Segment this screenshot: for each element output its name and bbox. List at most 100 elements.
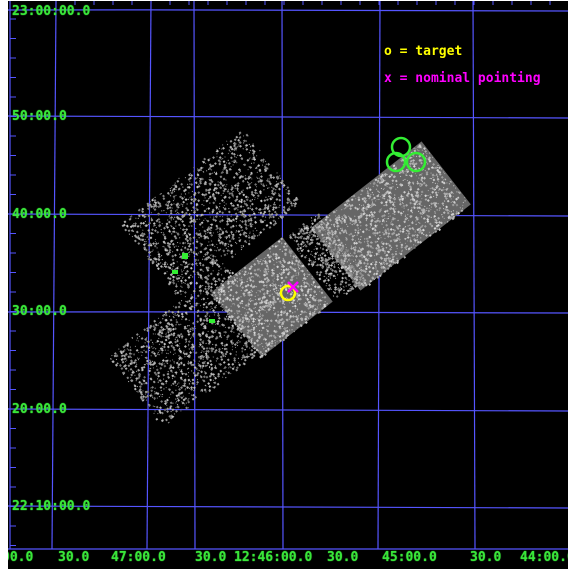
exposure-pixel [407,210,409,212]
exposure-pixel [146,202,150,206]
exposure-pixel [259,191,262,195]
exposure-pixel [415,217,419,221]
exposure-pixel [233,146,235,148]
exposure-pixel [202,306,205,309]
exposure-pixel [198,169,200,171]
exposure-pixel [147,223,150,226]
exposure-pixel [169,369,173,373]
exposure-pixel [253,341,257,345]
exposure-pixel [407,213,409,216]
exposure-pixel [266,286,268,288]
exposure-pixel [392,197,394,200]
exposure-pixel [198,233,202,237]
exposure-pixel [383,242,385,244]
exposure-pixel [187,333,191,336]
exposure-pixel [229,318,233,322]
exposure-pixel [144,220,147,223]
exposure-pixel [172,281,176,285]
exposure-pixel [426,207,428,209]
exposure-pixel [218,278,221,282]
exposure-pixel [196,380,200,384]
exposure-pixel [251,324,254,327]
exposure-pixel [156,247,158,249]
exposure-pixel [242,334,246,338]
exposure-pixel [191,348,195,351]
exposure-pixel [226,338,228,340]
exposure-pixel [186,183,189,185]
exposure-pixel [175,245,177,247]
exposure-pixel [360,236,362,238]
exposure-pixel [308,285,310,287]
exposure-pixel [225,343,229,347]
exposure-pixel [277,317,279,319]
exposure-pixel [154,387,156,389]
exposure-pixel [343,208,345,210]
exposure-pixel [184,317,188,321]
exposure-pixel [229,145,233,149]
exposure-pixel [290,255,292,257]
exposure-pixel [304,293,308,297]
exposure-pixel [429,194,431,196]
exposure-pixel [135,363,138,366]
exposure-pixel [266,300,268,302]
exposure-pixel [214,343,218,347]
exposure-pixel [170,191,174,195]
exposure-pixel [262,161,264,163]
exposure-pixel [264,304,268,308]
exposure-pixel [237,312,239,315]
exposure-pixel [146,390,148,393]
exposure-pixel [230,285,232,287]
exposure-pixel [313,297,315,299]
exposure-pixel [382,188,385,191]
exposure-pixel [256,318,258,320]
exposure-pixel [235,135,239,139]
exposure-pixel [271,186,273,188]
exposure-pixel [382,261,386,265]
exposure-pixel [215,263,219,267]
exposure-pixel [418,158,422,162]
exposure-pixel [173,195,175,197]
exposure-pixel [212,218,216,221]
exposure-pixel [140,337,144,340]
exposure-pixel [152,203,154,205]
exposure-pixel [246,311,250,315]
exposure-pixel [248,240,251,242]
exposure-pixel [174,236,178,240]
exposure-pixel [254,188,258,192]
exposure-pixel [291,260,293,262]
exposure-pixel [363,197,367,201]
exposure-pixel [250,340,253,342]
exposure-pixel [442,207,445,210]
exposure-pixel [238,319,242,323]
exposure-pixel [179,289,183,293]
exposure-pixel [267,331,270,333]
exposure-pixel [225,162,228,164]
exposure-pixel [220,341,224,345]
sky-image-viewer[interactable]: 23:00:00.0 50:00.0 40:00.0 30:00.0 20:00… [8,1,568,569]
exposure-pixel [264,349,268,353]
exposure-pixel [226,316,228,318]
exposure-pixel [240,198,244,202]
exposure-pixel [181,220,185,223]
exposure-pixel [447,187,449,190]
exposure-pixel [205,375,209,379]
exposure-pixel [230,300,233,302]
exposure-pixel [202,303,206,306]
exposure-pixel [139,225,141,227]
exposure-pixel [290,275,294,279]
exposure-pixel [434,175,436,177]
exposure-pixel [368,258,370,260]
exposure-pixel [459,207,462,209]
exposure-pixel [248,186,252,189]
exposure-pixel [276,273,278,276]
exposure-pixel [266,292,269,295]
exposure-pixel [372,261,374,263]
exposure-pixel [231,326,235,330]
exposure-pixel [254,298,257,301]
exposure-pixel [234,212,238,216]
exposure-pixel [179,237,181,239]
exposure-pixel [161,362,164,364]
exposure-pixel [142,229,144,231]
exposure-pixel [169,401,173,405]
exposure-pixel [180,203,182,205]
